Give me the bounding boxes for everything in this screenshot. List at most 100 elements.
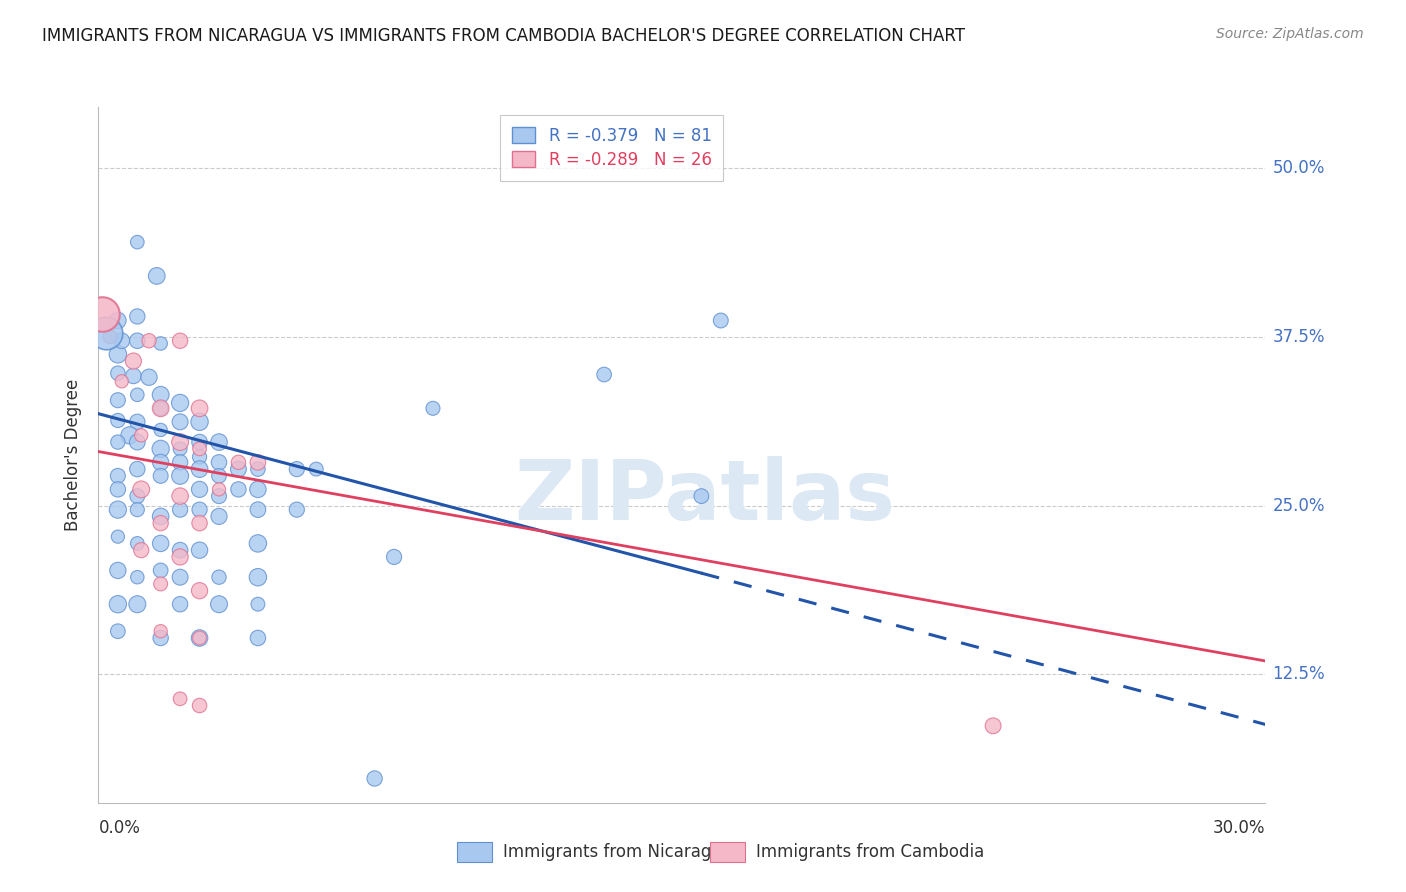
Text: 12.5%: 12.5% bbox=[1272, 665, 1324, 683]
Point bbox=[149, 516, 172, 530]
Point bbox=[188, 631, 211, 645]
Point bbox=[138, 334, 160, 348]
Point bbox=[169, 489, 191, 503]
Point bbox=[285, 462, 308, 476]
Point bbox=[127, 310, 149, 324]
Point bbox=[129, 428, 152, 442]
Point bbox=[208, 570, 231, 584]
Point bbox=[127, 235, 149, 249]
Point bbox=[149, 442, 172, 456]
Point bbox=[107, 413, 129, 427]
Point bbox=[188, 435, 211, 450]
Point bbox=[981, 719, 1004, 733]
Point bbox=[169, 334, 191, 348]
Point bbox=[91, 307, 114, 321]
Point bbox=[422, 401, 444, 416]
Point bbox=[149, 577, 172, 591]
Point bbox=[169, 396, 191, 410]
Point bbox=[169, 549, 191, 564]
Point bbox=[107, 393, 129, 408]
Point bbox=[228, 483, 250, 497]
Point bbox=[188, 698, 211, 713]
Point bbox=[246, 597, 269, 611]
Point bbox=[149, 336, 172, 351]
Text: ZIPatlas: ZIPatlas bbox=[515, 456, 896, 537]
Point bbox=[593, 368, 616, 382]
Point bbox=[98, 329, 121, 343]
Point bbox=[107, 468, 129, 483]
Point bbox=[149, 563, 172, 577]
Point bbox=[169, 468, 191, 483]
Point bbox=[208, 489, 231, 503]
Point bbox=[149, 509, 172, 524]
Point bbox=[149, 624, 172, 639]
Point bbox=[208, 509, 231, 524]
Point bbox=[127, 462, 149, 476]
Point bbox=[246, 631, 269, 645]
Point bbox=[208, 468, 231, 483]
Point bbox=[149, 536, 172, 550]
Point bbox=[208, 435, 231, 450]
Point bbox=[127, 489, 149, 503]
Text: 50.0%: 50.0% bbox=[1272, 159, 1324, 177]
Text: Immigrants from Cambodia: Immigrants from Cambodia bbox=[756, 843, 984, 861]
Point bbox=[96, 326, 118, 340]
Point bbox=[228, 462, 250, 476]
Point bbox=[146, 268, 169, 283]
Point bbox=[710, 313, 733, 327]
Point bbox=[382, 549, 405, 564]
Point bbox=[107, 366, 129, 380]
Point bbox=[127, 435, 149, 450]
Point bbox=[188, 462, 211, 476]
Point bbox=[149, 401, 172, 416]
Point bbox=[138, 370, 160, 384]
Point bbox=[188, 450, 211, 464]
Point bbox=[169, 570, 191, 584]
Text: 37.5%: 37.5% bbox=[1272, 327, 1324, 346]
Text: 25.0%: 25.0% bbox=[1272, 497, 1324, 515]
Point bbox=[127, 502, 149, 516]
Point bbox=[127, 536, 149, 550]
Point bbox=[169, 543, 191, 558]
Point bbox=[107, 624, 129, 639]
Point bbox=[169, 435, 191, 450]
Point bbox=[127, 415, 149, 429]
Text: IMMIGRANTS FROM NICARAGUA VS IMMIGRANTS FROM CAMBODIA BACHELOR'S DEGREE CORRELAT: IMMIGRANTS FROM NICARAGUA VS IMMIGRANTS … bbox=[42, 27, 965, 45]
Point bbox=[107, 563, 129, 577]
Point bbox=[127, 334, 149, 348]
Point bbox=[246, 455, 269, 469]
Point bbox=[169, 415, 191, 429]
Point bbox=[188, 442, 211, 456]
Point bbox=[188, 516, 211, 530]
Point bbox=[188, 483, 211, 497]
Y-axis label: Bachelor's Degree: Bachelor's Degree bbox=[65, 379, 83, 531]
Point bbox=[111, 374, 134, 388]
Point bbox=[246, 570, 269, 584]
Point bbox=[127, 388, 149, 402]
Point bbox=[107, 502, 129, 516]
Text: 30.0%: 30.0% bbox=[1213, 819, 1265, 837]
Point bbox=[188, 401, 211, 416]
Point bbox=[246, 536, 269, 550]
Point bbox=[188, 415, 211, 429]
Point bbox=[169, 502, 191, 516]
Point bbox=[149, 631, 172, 645]
Point bbox=[107, 530, 129, 544]
Point bbox=[149, 455, 172, 469]
Point bbox=[127, 597, 149, 611]
Point bbox=[107, 483, 129, 497]
Point bbox=[107, 435, 129, 450]
Point bbox=[188, 502, 211, 516]
Point bbox=[246, 502, 269, 516]
Point bbox=[107, 597, 129, 611]
Point bbox=[169, 455, 191, 469]
Point bbox=[118, 428, 141, 442]
Point bbox=[246, 483, 269, 497]
Point bbox=[285, 502, 308, 516]
Point bbox=[188, 631, 211, 645]
Point bbox=[208, 483, 231, 497]
Point bbox=[363, 772, 385, 786]
Point bbox=[169, 597, 191, 611]
Point bbox=[169, 442, 191, 456]
Text: 0.0%: 0.0% bbox=[98, 819, 141, 837]
